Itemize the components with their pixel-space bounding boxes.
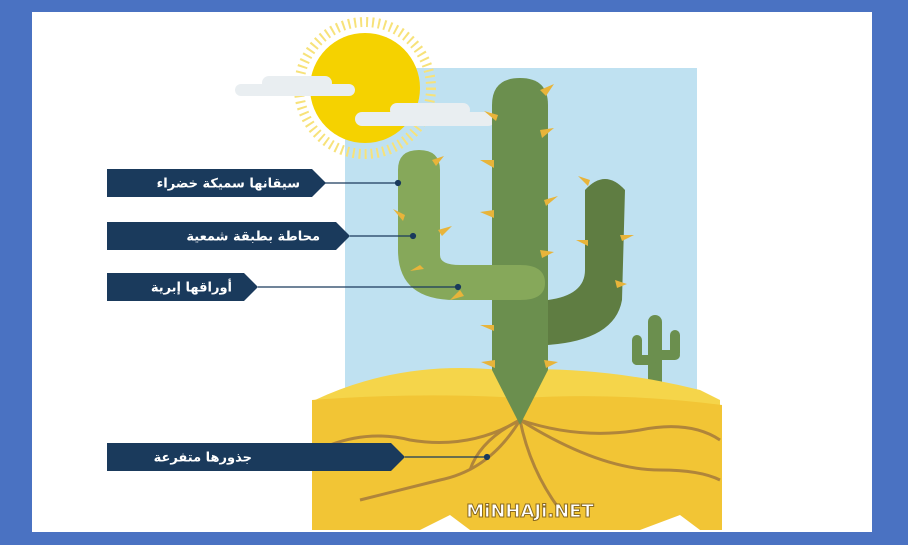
label: محاطة بطبقة شمعية xyxy=(186,230,320,245)
diagram: سيقانها سميكة خضراء محاطة بطبقة شمعية أو… xyxy=(0,0,908,545)
label: جذورها متفرعة xyxy=(154,451,252,466)
label: أوراقها إبرية xyxy=(151,279,232,296)
watermark: MiNHAJi.NET xyxy=(466,501,594,522)
page: سيقانها سميكة خضراء محاطة بطبقة شمعية أو… xyxy=(0,0,908,545)
label: سيقانها سميكة خضراء xyxy=(157,177,300,192)
